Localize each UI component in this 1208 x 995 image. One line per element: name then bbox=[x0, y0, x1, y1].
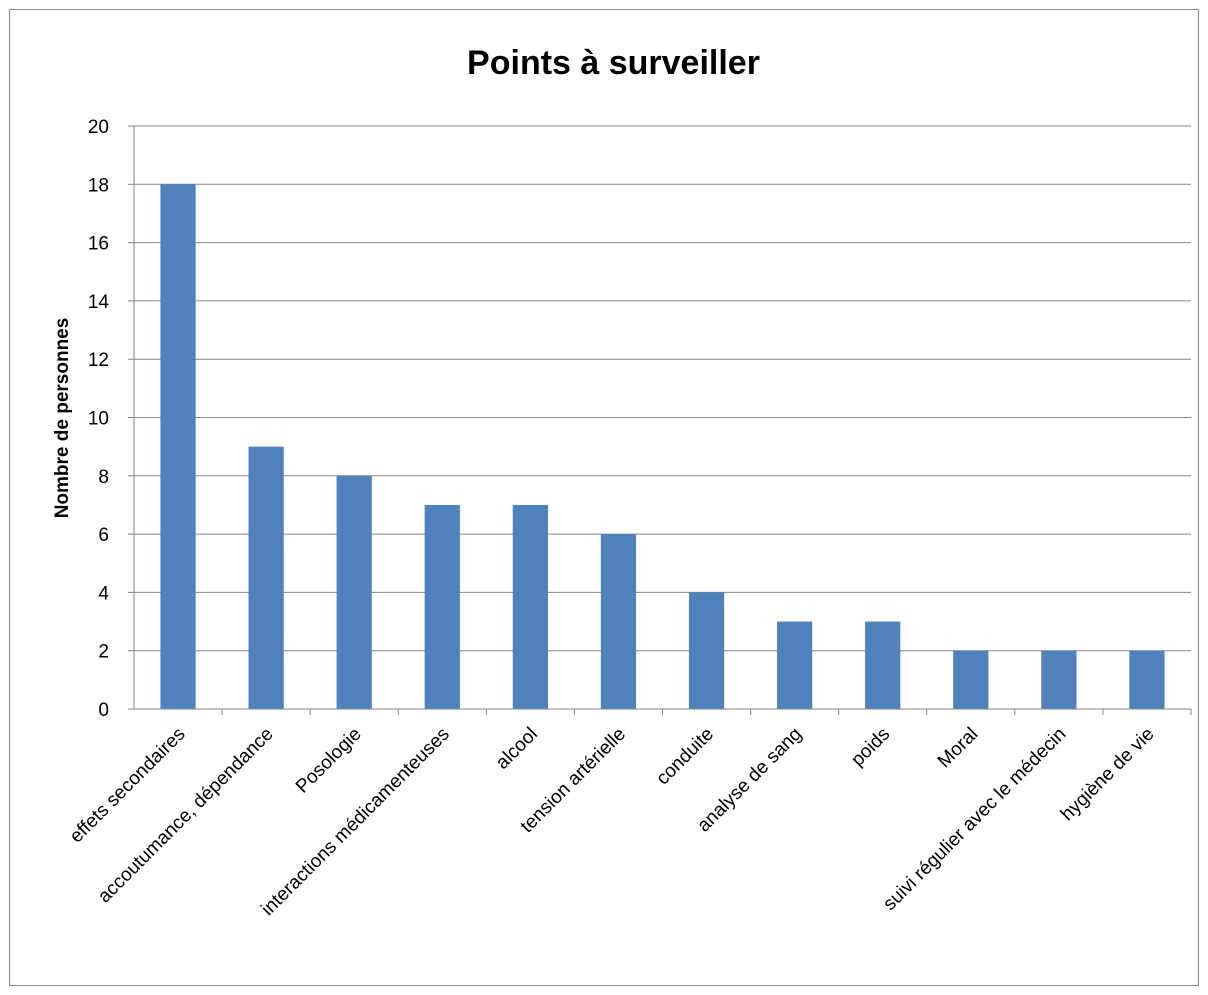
x-tick-label: interactions médicamenteuses bbox=[258, 724, 454, 920]
bar bbox=[777, 621, 813, 709]
bars bbox=[160, 184, 1165, 710]
axes bbox=[133, 126, 1191, 710]
y-tick-label: 18 bbox=[88, 175, 109, 196]
grid-lines bbox=[128, 125, 1192, 715]
bar bbox=[688, 592, 725, 709]
x-tick-label: hygiène de vie bbox=[1057, 724, 1159, 826]
y-tick-label: 20 bbox=[88, 117, 109, 138]
y-tick-label: 16 bbox=[88, 234, 109, 255]
y-tick-label: 14 bbox=[88, 292, 110, 313]
bar bbox=[865, 621, 901, 709]
x-tick-label: poids bbox=[847, 724, 894, 771]
x-tick-label: Posologie bbox=[292, 724, 366, 798]
bar bbox=[424, 504, 460, 709]
x-tick-label: alcool bbox=[492, 724, 542, 774]
x-tick-label: conduite bbox=[652, 724, 718, 790]
bar bbox=[953, 650, 989, 709]
y-axis-title: Nombre de personnes bbox=[52, 318, 73, 519]
bar bbox=[1129, 650, 1165, 709]
bar bbox=[248, 446, 284, 709]
y-tick-label: 2 bbox=[98, 642, 109, 663]
y-tick-label: 4 bbox=[98, 583, 109, 604]
bar bbox=[1041, 650, 1077, 709]
y-tick-label: 12 bbox=[88, 350, 109, 371]
bar bbox=[512, 504, 548, 709]
x-tick-label: accoutumance, dépendance bbox=[94, 724, 278, 908]
y-tick-label: 0 bbox=[98, 700, 109, 721]
bar bbox=[336, 475, 372, 709]
y-tick-label: 10 bbox=[88, 409, 109, 430]
y-tick-label: 8 bbox=[98, 467, 109, 488]
y-tick-label: 6 bbox=[98, 525, 109, 546]
bar bbox=[600, 534, 637, 709]
x-tick-label: suivi régulier avec le médecin bbox=[879, 724, 1070, 915]
x-tick-label: Moral bbox=[934, 724, 982, 772]
y-tick-labels: 0 2 4 6 8 10 12 14 16 18 20 bbox=[88, 117, 110, 721]
bar bbox=[160, 184, 196, 710]
chart-frame bbox=[9, 9, 1199, 986]
chart-title: Points à surveiller bbox=[467, 44, 760, 82]
